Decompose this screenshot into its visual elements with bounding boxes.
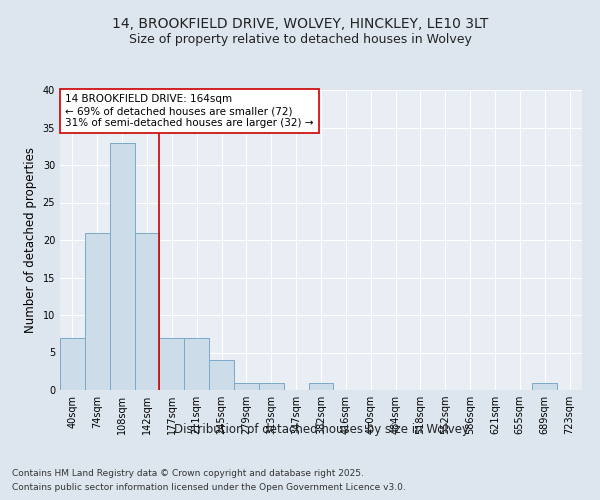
Bar — [532, 382, 557, 390]
Text: Size of property relative to detached houses in Wolvey: Size of property relative to detached ho… — [128, 32, 472, 46]
Bar — [160, 338, 184, 390]
Y-axis label: Number of detached properties: Number of detached properties — [24, 147, 37, 333]
Text: 14 BROOKFIELD DRIVE: 164sqm
← 69% of detached houses are smaller (72)
31% of sem: 14 BROOKFIELD DRIVE: 164sqm ← 69% of det… — [65, 94, 314, 128]
Text: Contains public sector information licensed under the Open Government Licence v3: Contains public sector information licen… — [12, 484, 406, 492]
Bar — [259, 382, 284, 390]
Bar — [308, 382, 334, 390]
Bar — [234, 382, 259, 390]
Text: Distribution of detached houses by size in Wolvey: Distribution of detached houses by size … — [173, 422, 469, 436]
Bar — [110, 142, 134, 390]
Bar — [209, 360, 234, 390]
Bar — [85, 232, 110, 390]
Text: 14, BROOKFIELD DRIVE, WOLVEY, HINCKLEY, LE10 3LT: 14, BROOKFIELD DRIVE, WOLVEY, HINCKLEY, … — [112, 18, 488, 32]
Bar — [60, 338, 85, 390]
Bar — [184, 338, 209, 390]
Text: Contains HM Land Registry data © Crown copyright and database right 2025.: Contains HM Land Registry data © Crown c… — [12, 468, 364, 477]
Bar — [134, 232, 160, 390]
